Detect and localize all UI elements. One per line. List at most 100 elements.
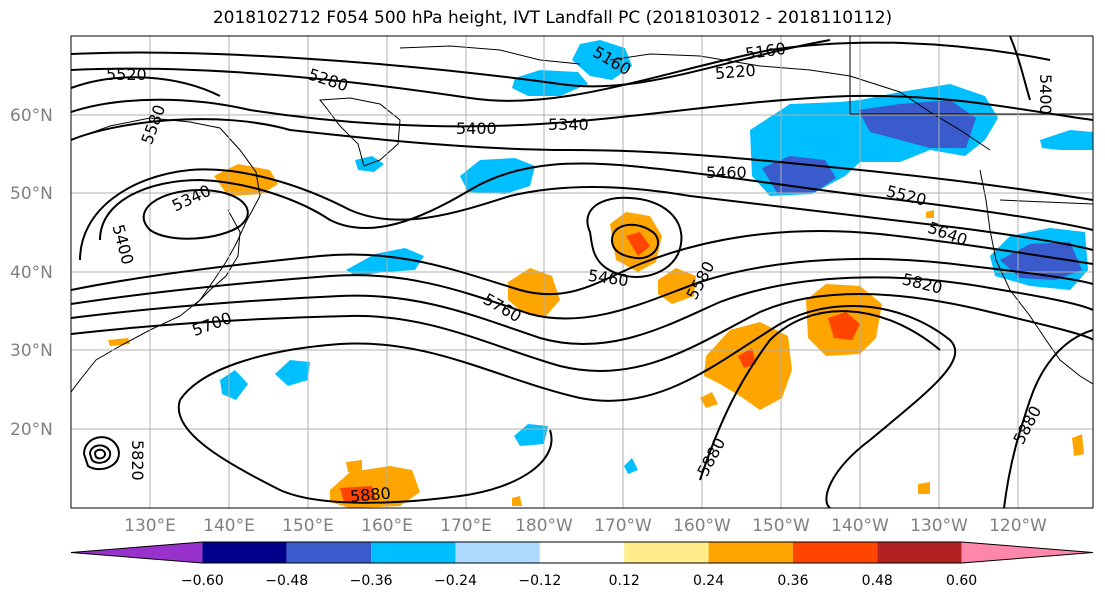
height-contour xyxy=(142,188,249,240)
ivt-region-negative xyxy=(572,40,632,80)
height-contour xyxy=(71,76,221,97)
ivt-region-positive xyxy=(700,392,718,408)
ivt-region-negative xyxy=(1040,130,1093,150)
height-contour xyxy=(71,257,1093,320)
colorbar-swatch xyxy=(202,542,287,563)
ivt-region-positive xyxy=(926,210,934,218)
colorbar xyxy=(70,541,1094,564)
height-contour xyxy=(88,444,112,464)
map-frame xyxy=(70,35,1094,509)
lon-label-180w: 180°W xyxy=(515,516,573,536)
ivt-region-positive xyxy=(512,496,522,506)
lat-label-20n: 20°N xyxy=(10,420,53,440)
colorbar-tick-labels: −0.60 −0.48 −0.36 −0.24 −0.12 0.12 0.24 … xyxy=(181,573,977,589)
height-contour xyxy=(177,399,553,504)
lat-label-40n: 40°N xyxy=(10,263,53,283)
lon-label-140e: 140°E xyxy=(203,516,255,536)
lon-label-170w: 170°W xyxy=(594,516,652,536)
ivt-region-negative xyxy=(624,458,638,474)
contour-label: 5820 xyxy=(128,440,147,481)
coastline-north-america xyxy=(979,169,1093,385)
height-contour xyxy=(79,168,1093,261)
colorbar-outline xyxy=(70,541,1094,564)
ivt-region-negative xyxy=(275,360,310,386)
gridlines xyxy=(71,36,1093,508)
ivt-region-negative xyxy=(220,370,248,400)
colorbar-tick-label: −0.36 xyxy=(350,573,393,589)
height-contour xyxy=(82,436,120,471)
colorbar-swatch xyxy=(371,542,456,563)
ivt-region-negative xyxy=(1000,242,1082,280)
colorbar-tick-label: 0.60 xyxy=(946,573,977,589)
latitude-labels: 60°N 50°N 40°N 30°N 20°N xyxy=(10,106,53,440)
colorbar-tick-label: −0.12 xyxy=(518,573,561,589)
contour-label: 5400 xyxy=(456,119,497,138)
border-line xyxy=(999,199,1093,205)
height-contour xyxy=(699,310,941,481)
colorbar-swatch xyxy=(624,542,709,563)
colorbar-tick-label: 0.48 xyxy=(862,573,893,589)
ivt-region-positive xyxy=(346,460,362,472)
height-contour xyxy=(71,229,1093,296)
height-contour xyxy=(93,448,107,460)
ivt-region-positive xyxy=(340,486,376,502)
ivt-region-positive xyxy=(214,164,278,196)
coastline-alaska xyxy=(609,53,991,151)
height-contour xyxy=(179,304,957,508)
colorbar-swatch xyxy=(792,542,878,563)
ivt-region-negative xyxy=(346,248,424,276)
colorbar-swatch xyxy=(71,542,203,563)
contour-label: 5340 xyxy=(548,115,589,134)
coastline-arctic xyxy=(399,45,581,65)
colorbar-tick-label: −0.24 xyxy=(434,573,477,589)
lat-label-60n: 60°N xyxy=(10,106,53,126)
colorbar-tick-label: −0.60 xyxy=(181,573,224,589)
contour-label: 5220 xyxy=(714,61,756,83)
lon-label-150w: 150°W xyxy=(752,516,810,536)
height-contour xyxy=(71,41,1051,102)
ivt-region-positive xyxy=(828,312,860,340)
height-contour xyxy=(71,39,831,88)
colorbar-tick-label: 0.12 xyxy=(609,573,640,589)
height-contour xyxy=(586,196,683,278)
height-contours xyxy=(71,36,1093,508)
colorbar-swatch xyxy=(539,542,625,563)
height-contour xyxy=(71,118,1093,201)
lon-label-160w: 160°W xyxy=(673,516,731,536)
height-contour xyxy=(71,94,1093,128)
lon-label-170e: 170°E xyxy=(440,516,492,536)
colorbar-tick-label: 0.36 xyxy=(777,573,808,589)
lon-label-140w: 140°W xyxy=(831,516,889,536)
ivt-region-positive xyxy=(626,232,650,256)
coastline-asia xyxy=(71,117,261,393)
height-contour xyxy=(71,276,1093,346)
height-contour xyxy=(1009,36,1031,101)
colorbar-swatch xyxy=(455,542,540,563)
lon-label-150e: 150°E xyxy=(282,516,334,536)
lat-label-50n: 50°N xyxy=(10,184,53,204)
lon-label-160e: 160°E xyxy=(361,516,413,536)
contour-label: 5400 xyxy=(1036,74,1055,115)
height-contour xyxy=(610,223,660,260)
lon-label-120w: 120°W xyxy=(989,516,1047,536)
contour-label: 5460 xyxy=(706,163,747,182)
colorbar-swatch xyxy=(961,542,1093,563)
colorbar-swatch xyxy=(708,542,793,563)
colorbar-swatch xyxy=(877,542,962,563)
map-title: 2018102712 F054 500 hPa height, IVT Land… xyxy=(212,8,893,28)
colorbar-tick-label: 0.24 xyxy=(693,573,724,589)
colorbar-swatch xyxy=(286,542,372,563)
ivt-region-negative xyxy=(858,100,976,148)
lon-label-130w: 130°W xyxy=(910,516,968,536)
contour-label: 5520 xyxy=(106,65,147,84)
longitude-labels: 130°E 140°E 150°E 160°E 170°E 180°W 170°… xyxy=(124,516,1047,536)
height-contour xyxy=(1003,329,1093,508)
contour-label: 5880 xyxy=(349,484,391,506)
height-contour xyxy=(99,162,1093,241)
lon-label-130e: 130°E xyxy=(124,516,176,536)
ivt-region-positive xyxy=(738,348,756,368)
ivt-region-positive xyxy=(1072,434,1084,456)
ivt-region-positive xyxy=(918,482,930,494)
lat-label-30n: 30°N xyxy=(10,341,53,361)
